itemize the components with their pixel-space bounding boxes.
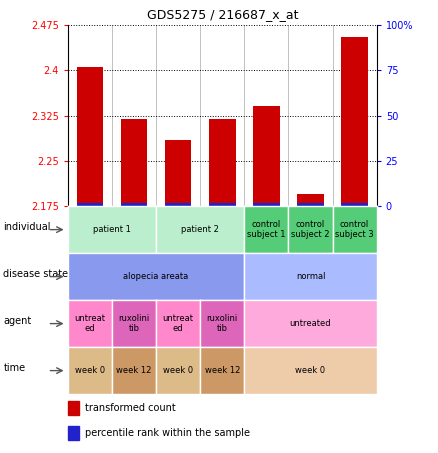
Text: ruxolini
tib: ruxolini tib	[207, 314, 238, 333]
Text: patient 1: patient 1	[93, 225, 131, 234]
Text: untreat
ed: untreat ed	[162, 314, 194, 333]
Bar	[209, 119, 236, 206]
Text: transformed count: transformed count	[85, 403, 176, 413]
Bar	[253, 106, 279, 206]
Text: alopecia areata: alopecia areata	[124, 272, 189, 281]
Bar	[341, 203, 368, 206]
Text: control
subject 2: control subject 2	[291, 220, 330, 239]
Text: untreated: untreated	[290, 319, 331, 328]
Text: normal: normal	[296, 272, 325, 281]
Text: agent: agent	[4, 316, 32, 326]
Bar	[297, 203, 324, 206]
Text: disease state: disease state	[4, 269, 68, 279]
Text: untreat
ed: untreat ed	[74, 314, 106, 333]
Text: patient 2: patient 2	[181, 225, 219, 234]
Bar	[165, 140, 191, 206]
Bar	[297, 194, 324, 206]
Bar	[121, 119, 147, 206]
Text: week 0: week 0	[163, 366, 193, 375]
Bar	[209, 203, 236, 206]
Text: ruxolini
tib: ruxolini tib	[118, 314, 150, 333]
Bar	[253, 203, 279, 206]
Text: control
subject 1: control subject 1	[247, 220, 286, 239]
Text: week 12: week 12	[205, 366, 240, 375]
Bar	[68, 401, 79, 415]
Bar	[341, 37, 368, 206]
Bar	[77, 67, 103, 206]
Text: percentile rank within the sample: percentile rank within the sample	[85, 428, 250, 438]
Title: GDS5275 / 216687_x_at: GDS5275 / 216687_x_at	[147, 8, 298, 21]
Bar	[165, 203, 191, 206]
Bar	[77, 203, 103, 206]
Text: control
subject 3: control subject 3	[336, 220, 374, 239]
Bar	[68, 426, 79, 440]
Text: week 0: week 0	[296, 366, 325, 375]
Text: week 0: week 0	[75, 366, 105, 375]
Bar	[121, 203, 147, 206]
Text: time: time	[4, 363, 25, 373]
Text: week 12: week 12	[117, 366, 152, 375]
Text: individual: individual	[4, 222, 51, 232]
